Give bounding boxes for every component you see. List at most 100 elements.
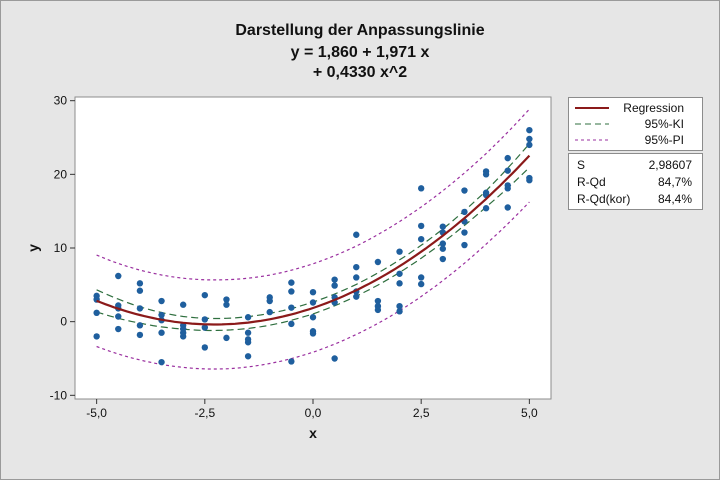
data-point — [417, 274, 425, 281]
data-point — [309, 314, 317, 321]
stat-value: 2,98607 — [648, 158, 692, 172]
data-point — [136, 287, 144, 294]
data-point — [115, 313, 122, 320]
legend-label: 95%-KI — [644, 117, 684, 131]
ki-lower-line — [96, 166, 530, 332]
data-point — [526, 177, 533, 184]
pi-lower-line — [96, 201, 530, 370]
x-tick-label: -5,0 — [86, 406, 107, 420]
x-axis-label: x — [309, 425, 317, 441]
data-point — [526, 141, 533, 149]
data-point — [158, 297, 165, 305]
data-point — [396, 248, 403, 255]
y-tick-label: 20 — [54, 167, 68, 181]
data-point — [461, 241, 468, 249]
data-point — [461, 229, 468, 236]
data-point — [504, 167, 511, 174]
data-point — [201, 344, 209, 351]
y-tick-label: 10 — [54, 241, 68, 255]
x-tick-label: 2,5 — [413, 406, 430, 420]
data-point — [417, 280, 425, 288]
stat-value: 84,4% — [657, 192, 692, 206]
data-point — [374, 306, 382, 314]
legend-item-pi: 95%-PI — [569, 132, 702, 148]
data-point — [504, 154, 511, 162]
regression-line — [96, 154, 531, 326]
data-point — [331, 276, 338, 283]
data-point — [439, 255, 447, 263]
legend-item-ki: 95%-KI — [569, 116, 702, 132]
data-point — [417, 235, 425, 243]
y-axis-label: y — [25, 244, 41, 252]
stat-value: 84,7% — [657, 175, 692, 189]
data-point — [179, 301, 187, 308]
data-point — [158, 311, 165, 319]
data-point — [288, 279, 295, 286]
data-point — [504, 204, 511, 211]
data-point — [374, 258, 382, 266]
data-point — [288, 320, 295, 328]
data-point — [244, 339, 252, 346]
data-point — [374, 297, 382, 305]
data-point — [461, 208, 468, 216]
data-point — [396, 270, 403, 277]
data-point — [439, 223, 447, 230]
data-point — [417, 222, 425, 230]
legend-label: Regression — [623, 101, 684, 115]
data-point — [396, 280, 403, 287]
data-point — [223, 334, 230, 342]
data-point — [482, 171, 490, 178]
data-point — [439, 240, 447, 247]
stat-name: R-Qd(kor) — [577, 192, 631, 206]
data-point — [223, 296, 230, 303]
data-point — [288, 288, 295, 295]
legend-swatch-ki — [575, 123, 609, 125]
data-point — [353, 293, 360, 300]
stat-row-s: S 2,98607 — [569, 157, 702, 173]
x-tick-label: 5,0 — [521, 406, 538, 420]
data-point — [244, 329, 252, 336]
data-point — [136, 322, 144, 329]
data-point — [93, 333, 100, 340]
stat-name: S — [577, 158, 586, 172]
data-point — [223, 301, 230, 308]
chart-subtitle-line-1: y = 1,860 + 1,971 x — [290, 44, 430, 61]
data-point — [309, 288, 317, 296]
data-point — [93, 309, 100, 317]
data-point — [461, 187, 468, 194]
data-point — [115, 272, 122, 280]
legend-swatch-pi — [575, 139, 609, 141]
stats-table: S 2,98607 R-Qd 84,7% R-Qd(kor) 84,4% — [568, 153, 703, 210]
chart-title: Darstellung der Anpassungslinie — [235, 22, 485, 39]
data-point — [482, 205, 490, 212]
data-point — [201, 316, 209, 323]
x-tick-label: -2,5 — [194, 406, 215, 420]
legend-item-regression: Regression — [569, 100, 702, 116]
data-point — [309, 330, 317, 337]
stat-row-r-qd-kor: R-Qd(kor) 84,4% — [569, 191, 702, 207]
data-point — [158, 329, 165, 336]
data-point — [115, 325, 122, 333]
data-point — [158, 358, 165, 366]
data-point — [179, 333, 187, 340]
data-point — [331, 355, 338, 362]
data-point — [504, 185, 511, 192]
data-point — [244, 314, 252, 321]
data-point — [136, 331, 144, 339]
data-point — [244, 353, 252, 360]
data-point — [526, 126, 533, 134]
data-point — [353, 274, 360, 281]
data-point — [288, 358, 295, 365]
legend: Regression 95%-KI 95%-PI — [568, 97, 703, 151]
y-tick-label: -10 — [50, 388, 68, 402]
legend-swatch-regression — [575, 107, 609, 109]
data-point — [309, 299, 317, 306]
x-tick-label: 0,0 — [305, 406, 322, 420]
data-point — [201, 324, 209, 331]
y-tick-label: 30 — [54, 94, 68, 108]
data-point — [396, 302, 403, 310]
stat-name: R-Qd — [577, 175, 606, 189]
data-point — [266, 308, 273, 316]
data-point — [353, 263, 360, 271]
